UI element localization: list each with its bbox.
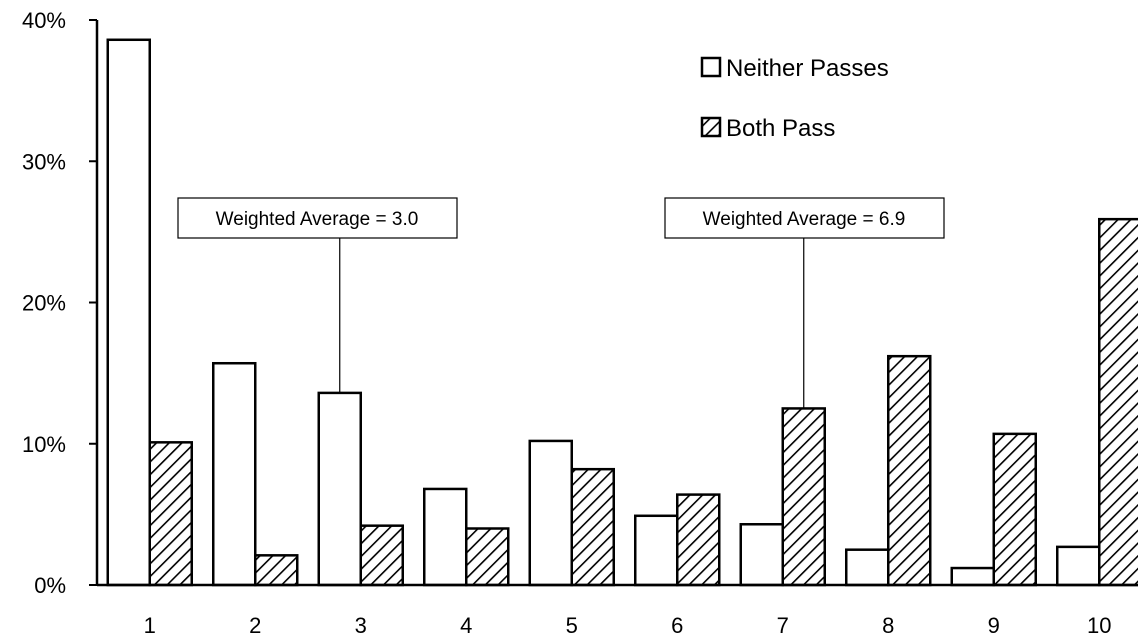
annotation-text: Weighted Average = 6.9 xyxy=(703,209,906,230)
bar-both-pass-7 xyxy=(781,407,826,587)
bar-neither-passes-2 xyxy=(212,361,257,587)
y-axis-ticks: 0% 10% 20% 30% 40% xyxy=(22,8,97,598)
y-tick-label: 20% xyxy=(22,291,66,316)
bar-both-pass-3 xyxy=(359,524,404,587)
bar-both-pass-4 xyxy=(465,527,510,587)
x-tick-label: 5 xyxy=(566,613,578,638)
x-tick-label: 6 xyxy=(671,613,683,638)
bar-neither-passes-10 xyxy=(1056,545,1101,587)
legend: Neither Passes Both Pass xyxy=(700,55,889,142)
bar-both-pass-1 xyxy=(148,441,193,587)
bar-neither-passes-6 xyxy=(634,514,679,587)
bar-both-pass-10 xyxy=(1098,217,1138,587)
legend-label-both-pass: Both Pass xyxy=(726,115,835,142)
annotation-text: Weighted Average = 3.0 xyxy=(216,209,419,230)
legend-swatch-both-pass xyxy=(700,116,722,138)
bar-both-pass-9 xyxy=(992,432,1037,587)
y-tick-label: 10% xyxy=(22,432,66,457)
bar-both-pass-8 xyxy=(887,354,932,587)
bar-neither-passes-9 xyxy=(950,566,995,587)
x-tick-label: 1 xyxy=(144,613,156,638)
y-tick-label: 40% xyxy=(22,8,66,33)
legend-label-neither-passes: Neither Passes xyxy=(726,55,889,82)
x-tick-label: 4 xyxy=(460,613,472,638)
bar-neither-passes-5 xyxy=(528,439,573,587)
legend-swatch-neither-passes xyxy=(700,56,722,78)
bar-neither-passes-3 xyxy=(317,391,362,587)
x-tick-label: 10 xyxy=(1087,613,1111,638)
x-tick-label: 3 xyxy=(355,613,367,638)
legend-item-neither-passes: Neither Passes xyxy=(700,55,889,82)
x-axis-ticks: 1 2 3 4 5 6 7 8 9 10 xyxy=(144,613,1112,638)
x-tick-label: 7 xyxy=(777,613,789,638)
annotations-layer: Weighted Average = 3.0 Weighted Average … xyxy=(177,197,945,409)
annotation-weighted-average-1: Weighted Average = 3.0 xyxy=(177,197,458,393)
y-tick-label: 0% xyxy=(34,573,66,598)
annotation-weighted-average-2: Weighted Average = 6.9 xyxy=(664,197,945,409)
bars-layer xyxy=(106,38,1138,587)
bar-neither-passes-8 xyxy=(845,548,890,587)
annotation-box xyxy=(664,197,945,239)
bar-both-pass-6 xyxy=(676,493,721,587)
x-tick-label: 2 xyxy=(249,613,261,638)
legend-item-both-pass: Both Pass xyxy=(700,115,835,142)
bar-neither-passes-1 xyxy=(106,38,151,587)
bar-neither-passes-7 xyxy=(739,523,784,587)
bar-both-pass-5 xyxy=(570,467,615,587)
x-tick-label: 8 xyxy=(882,613,894,638)
x-tick-label: 9 xyxy=(988,613,1000,638)
y-tick-label: 30% xyxy=(22,149,66,174)
bar-neither-passes-4 xyxy=(423,487,468,587)
annotation-box xyxy=(177,197,458,239)
bar-both-pass-2 xyxy=(254,554,299,587)
